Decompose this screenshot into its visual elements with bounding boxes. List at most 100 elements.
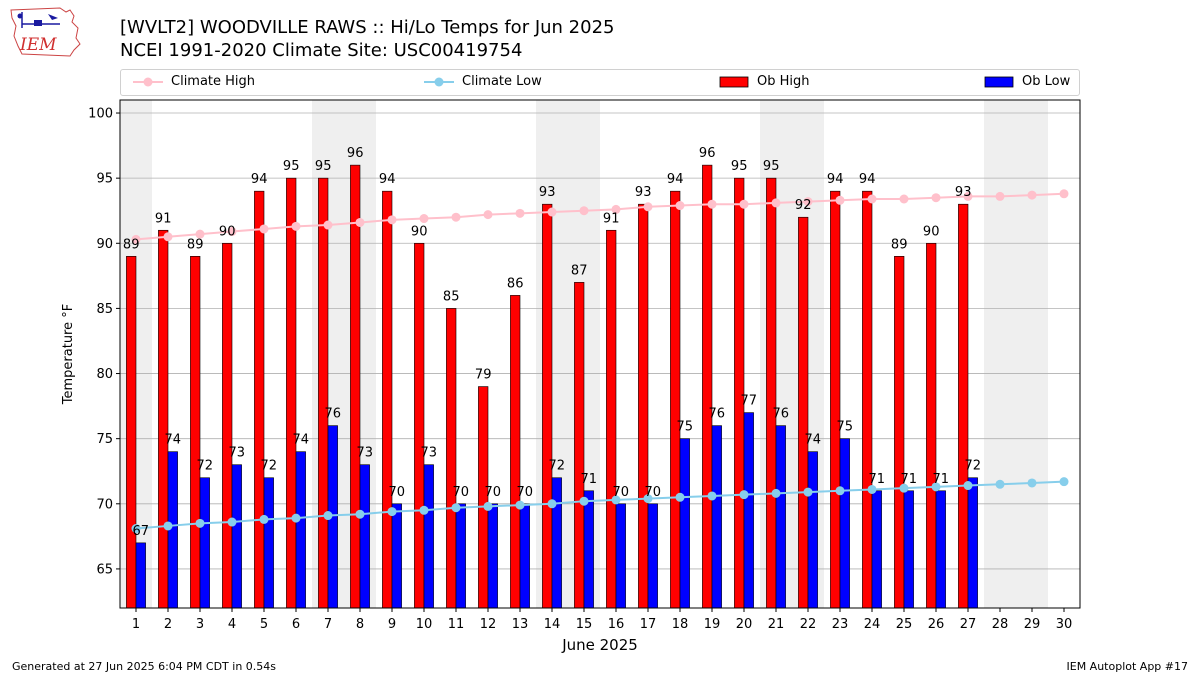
- ob-high-bar-6: [286, 177, 297, 609]
- ob-low-bar-1: [135, 542, 146, 609]
- climate-high-point-3: [195, 229, 205, 239]
- legend-item-climate-high: Climate High: [133, 74, 255, 89]
- climate-low-point-15: [579, 496, 589, 506]
- ob-high-label-4: 90: [219, 224, 236, 239]
- x-tick-label-17: 17: [640, 617, 657, 632]
- app-id-label: IEM Autoplot App #17: [1066, 660, 1189, 673]
- ob-low-bar-24: [871, 490, 882, 609]
- ob-low-label-3: 72: [197, 459, 214, 474]
- climate-low-point-2: [163, 521, 173, 531]
- ob-high-label-2: 91: [155, 211, 172, 226]
- weekend-band-day-28: [984, 100, 1016, 608]
- climate-high-point-21: [771, 198, 781, 208]
- climate-high-point-14: [547, 207, 557, 217]
- ob-low-bar-20: [743, 412, 754, 609]
- ob-high-bar-14: [542, 203, 553, 609]
- climate-low-point-5: [259, 514, 269, 524]
- climate-high-point-27: [963, 191, 973, 201]
- ob-high-bar-4: [222, 242, 233, 609]
- ob-low-label-18: 75: [677, 420, 694, 435]
- ob-low-label-8: 73: [357, 446, 374, 461]
- ob-high-bar-2: [158, 229, 169, 609]
- x-tick-label-11: 11: [448, 617, 465, 632]
- climate-high-point-7: [323, 220, 333, 230]
- climate-high-point-18: [675, 201, 685, 211]
- x-tick-label-15: 15: [576, 617, 593, 632]
- climate-low-line: [135, 480, 1065, 530]
- ob-low-label-26: 71: [933, 472, 950, 487]
- ob-low-bar-17: [647, 503, 658, 609]
- ob-high-bar-9: [382, 190, 393, 609]
- climate-high-point-25: [899, 194, 909, 204]
- legend-label-climate-low: Climate Low: [462, 74, 542, 89]
- climate-high-point-13: [515, 208, 525, 218]
- x-tick-label-27: 27: [960, 617, 977, 632]
- climate-low-point-22: [803, 487, 813, 497]
- climate-high-point-12: [483, 210, 493, 220]
- ob-low-label-5: 72: [261, 459, 278, 474]
- ob-low-label-20: 77: [741, 394, 758, 409]
- ob-high-bar-8: [350, 164, 361, 609]
- y-tick-label-80: 80: [96, 367, 113, 382]
- y-tick-label-65: 65: [96, 562, 113, 577]
- climate-high-point-23: [835, 195, 845, 205]
- ob-high-bar-24: [862, 190, 873, 609]
- climate-high-point-5: [259, 224, 269, 234]
- ob-low-bar-21: [775, 425, 786, 609]
- ob-low-bar-13: [519, 503, 530, 609]
- climate-low-point-29: [1027, 478, 1037, 488]
- x-tick-label-24: 24: [864, 617, 881, 632]
- ob-high-bar-7: [318, 177, 329, 609]
- generated-timestamp: Generated at 27 Jun 2025 6:04 PM CDT in …: [12, 660, 277, 673]
- ob-high-bar-25: [894, 256, 905, 609]
- climate-low-point-10: [419, 505, 429, 515]
- ob-low-label-16: 70: [613, 485, 630, 500]
- climate-low-point-18: [675, 492, 685, 502]
- y-tick-label-95: 95: [96, 172, 113, 187]
- ob-low-bar-18: [679, 438, 690, 609]
- legend-ob-high-swatch: [719, 76, 749, 87]
- climate-high-point-19: [707, 199, 717, 209]
- ob-low-label-7: 76: [325, 407, 342, 422]
- ob-high-label-8: 96: [347, 146, 364, 161]
- climate-high-point-20: [739, 199, 749, 209]
- ob-low-bar-16: [615, 503, 626, 609]
- climate-high-point-6: [291, 221, 301, 231]
- ob-low-label-24: 71: [869, 472, 886, 487]
- iem-logo-text: IEM: [19, 35, 57, 55]
- ob-low-bar-27: [967, 477, 978, 609]
- ob-low-label-9: 70: [389, 485, 406, 500]
- ob-high-bar-18: [670, 190, 681, 609]
- ob-low-label-11: 70: [453, 485, 470, 500]
- legend-label-ob-high: Ob High: [757, 74, 810, 89]
- legend-item-ob-high: Ob High: [719, 74, 810, 89]
- climate-high-point-28: [995, 191, 1005, 201]
- x-tick-label-6: 6: [292, 617, 300, 632]
- ob-high-label-16: 91: [603, 211, 620, 226]
- ob-low-label-23: 75: [837, 420, 854, 435]
- x-axis-label: June 2025: [561, 636, 638, 654]
- climate-low-point-6: [291, 513, 301, 523]
- climate-high-line: [135, 192, 1065, 241]
- plot-frame: [119, 99, 1081, 609]
- ob-high-label-18: 94: [667, 172, 684, 187]
- ob-high-bar-1: [126, 256, 137, 609]
- climate-low-point-28: [995, 479, 1005, 489]
- x-tick-label-7: 7: [324, 617, 332, 632]
- x-tick-label-9: 9: [388, 617, 396, 632]
- climate-low-point-23: [835, 486, 845, 496]
- ob-high-label-27: 93: [955, 185, 972, 200]
- ob-high-label-26: 90: [923, 224, 940, 239]
- ob-high-label-15: 87: [571, 263, 588, 278]
- climate-low-point-26: [931, 482, 941, 492]
- climate-low-point-3: [195, 518, 205, 528]
- ob-high-bar-15: [574, 282, 585, 609]
- x-tick-label-19: 19: [704, 617, 721, 632]
- ob-high-bar-13: [510, 295, 521, 609]
- y-tick-label-100: 100: [88, 107, 113, 122]
- ob-low-bar-4: [231, 464, 242, 609]
- ob-low-bar-25: [903, 490, 914, 609]
- x-tick-label-29: 29: [1024, 617, 1041, 632]
- climate-high-point-26: [931, 193, 941, 203]
- ob-low-label-25: 71: [901, 472, 918, 487]
